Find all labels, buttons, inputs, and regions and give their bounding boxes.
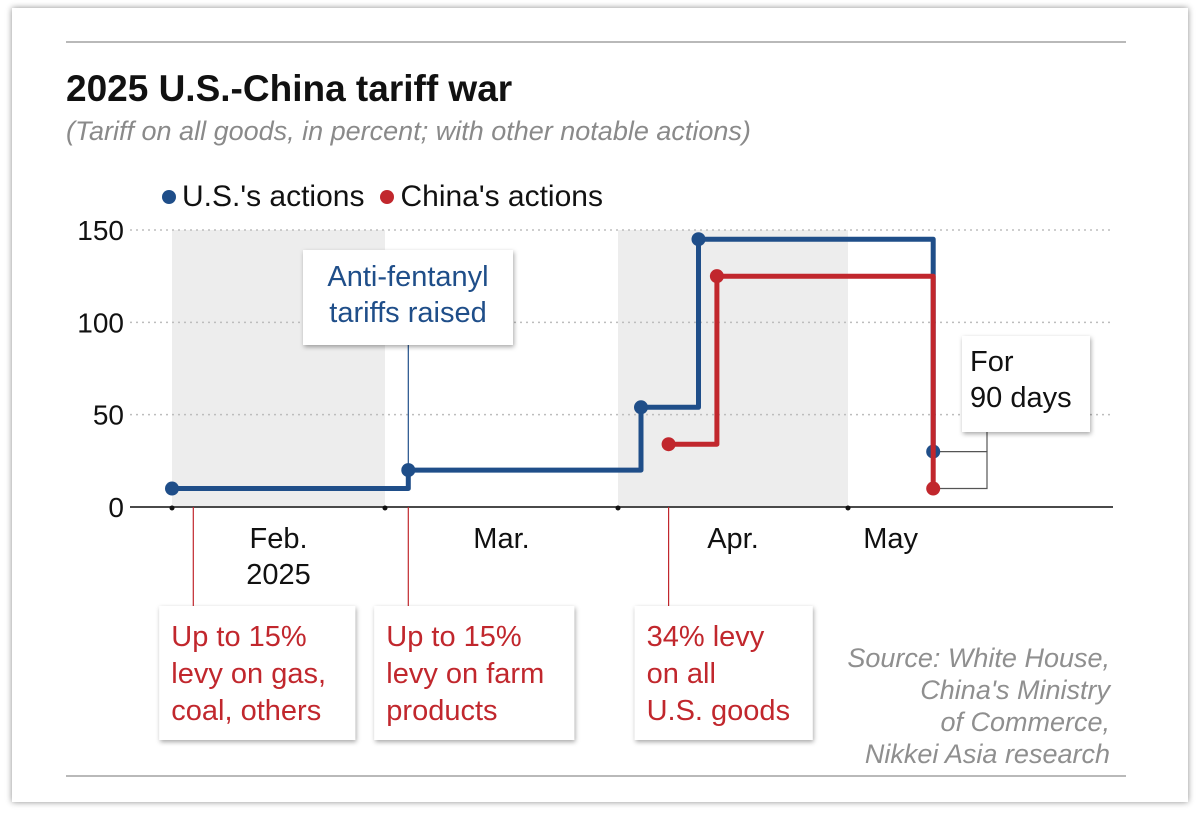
legend-dot-us bbox=[162, 190, 176, 204]
china-annotation-box bbox=[374, 606, 575, 740]
us-annotation-box bbox=[303, 250, 513, 345]
x-axis-tick bbox=[169, 505, 175, 511]
shaded-month-band bbox=[618, 230, 848, 507]
chart-title: 2025 U.S.-China tariff war bbox=[66, 68, 513, 109]
data-point-china bbox=[926, 481, 941, 496]
china-annotation-text: Up to 15% levy on gas, coal, others bbox=[171, 621, 326, 727]
chart-subtitle: (Tariff on all goods, in percent; with o… bbox=[66, 116, 751, 146]
x-tick-label-line: Apr. bbox=[707, 523, 759, 555]
legend-label-us: U.S.'s actions bbox=[182, 180, 365, 213]
legend-item-china: China's actions bbox=[380, 180, 603, 214]
x-tick-label: May bbox=[863, 523, 918, 555]
y-tick-label: 100 bbox=[77, 307, 124, 338]
x-tick-label: Apr. bbox=[707, 523, 759, 555]
china-annotation-text-line: products bbox=[386, 695, 497, 727]
y-tick-label: 50 bbox=[93, 400, 124, 431]
data-point-us bbox=[165, 481, 179, 496]
x-tick-label: Mar. bbox=[473, 523, 529, 555]
data-point-china bbox=[709, 269, 724, 284]
legend-label-china: China's actions bbox=[400, 180, 603, 213]
data-point-us bbox=[401, 463, 416, 478]
top-rule bbox=[66, 41, 1126, 43]
ninety-day-text-line: For bbox=[970, 346, 1014, 378]
x-tick-label-line: Feb. bbox=[249, 523, 307, 555]
legend-item-us: U.S.'s actions bbox=[162, 180, 364, 214]
legend: U.S.'s actions China's actions bbox=[162, 180, 603, 214]
x-axis-tick bbox=[615, 505, 621, 511]
x-tick-label-line: May bbox=[863, 523, 918, 555]
bottom-rule bbox=[66, 775, 1126, 777]
china-annotation-text: 34% levy on all U.S. goods bbox=[647, 621, 790, 727]
x-tick-label-line: 2025 bbox=[246, 559, 311, 591]
china-annotation-text-line: Up to 15% bbox=[171, 621, 306, 653]
us-annotation-text: Anti-fentanyl tariffs raised bbox=[327, 261, 488, 329]
data-point-us bbox=[691, 232, 706, 247]
china-annotation-text-line: levy on farm bbox=[386, 658, 544, 690]
data-point-china bbox=[661, 437, 676, 452]
source-line: Nikkei Asia research bbox=[864, 739, 1110, 769]
data-point-us bbox=[634, 400, 648, 415]
china-annotation-text-line: Up to 15% bbox=[386, 621, 521, 653]
x-axis-tick bbox=[382, 505, 388, 511]
china-annotation-text: Up to 15% levy on farm products bbox=[386, 621, 544, 727]
us-annotation-text-line: tariffs raised bbox=[329, 297, 486, 329]
china-annotation-text-line: levy on gas, bbox=[171, 658, 326, 690]
china-annotation-text-line: coal, others bbox=[171, 695, 321, 727]
china-annotation-text-line: 34% levy bbox=[647, 621, 765, 653]
source-line: of Commerce, bbox=[940, 707, 1110, 737]
y-tick-label: 0 bbox=[108, 492, 124, 523]
source-line: China's Ministry bbox=[920, 675, 1110, 705]
ninety-day-text-line: 90 days bbox=[970, 382, 1072, 414]
ninety-day-bracket bbox=[933, 451, 988, 490]
source-line: Source: White House, bbox=[847, 643, 1110, 673]
source-note: Source: White House, China's Ministry of… bbox=[790, 642, 1110, 770]
y-tick-label: 150 bbox=[77, 215, 124, 246]
china-annotation-box bbox=[634, 606, 813, 740]
x-axis-tick bbox=[845, 505, 851, 511]
ninety-day-box bbox=[962, 336, 1090, 432]
china-annotation-text-line: U.S. goods bbox=[647, 695, 790, 727]
china-annotation-text-line: on all bbox=[647, 658, 716, 690]
us-annotation-text-line: Anti-fentanyl bbox=[327, 261, 488, 293]
x-tick-label: Feb. 2025 bbox=[246, 523, 311, 591]
china-annotation-box bbox=[159, 606, 356, 740]
legend-dot-china bbox=[380, 190, 395, 204]
x-tick-label-line: Mar. bbox=[473, 523, 529, 555]
ninety-day-text: For 90 days bbox=[970, 346, 1072, 414]
